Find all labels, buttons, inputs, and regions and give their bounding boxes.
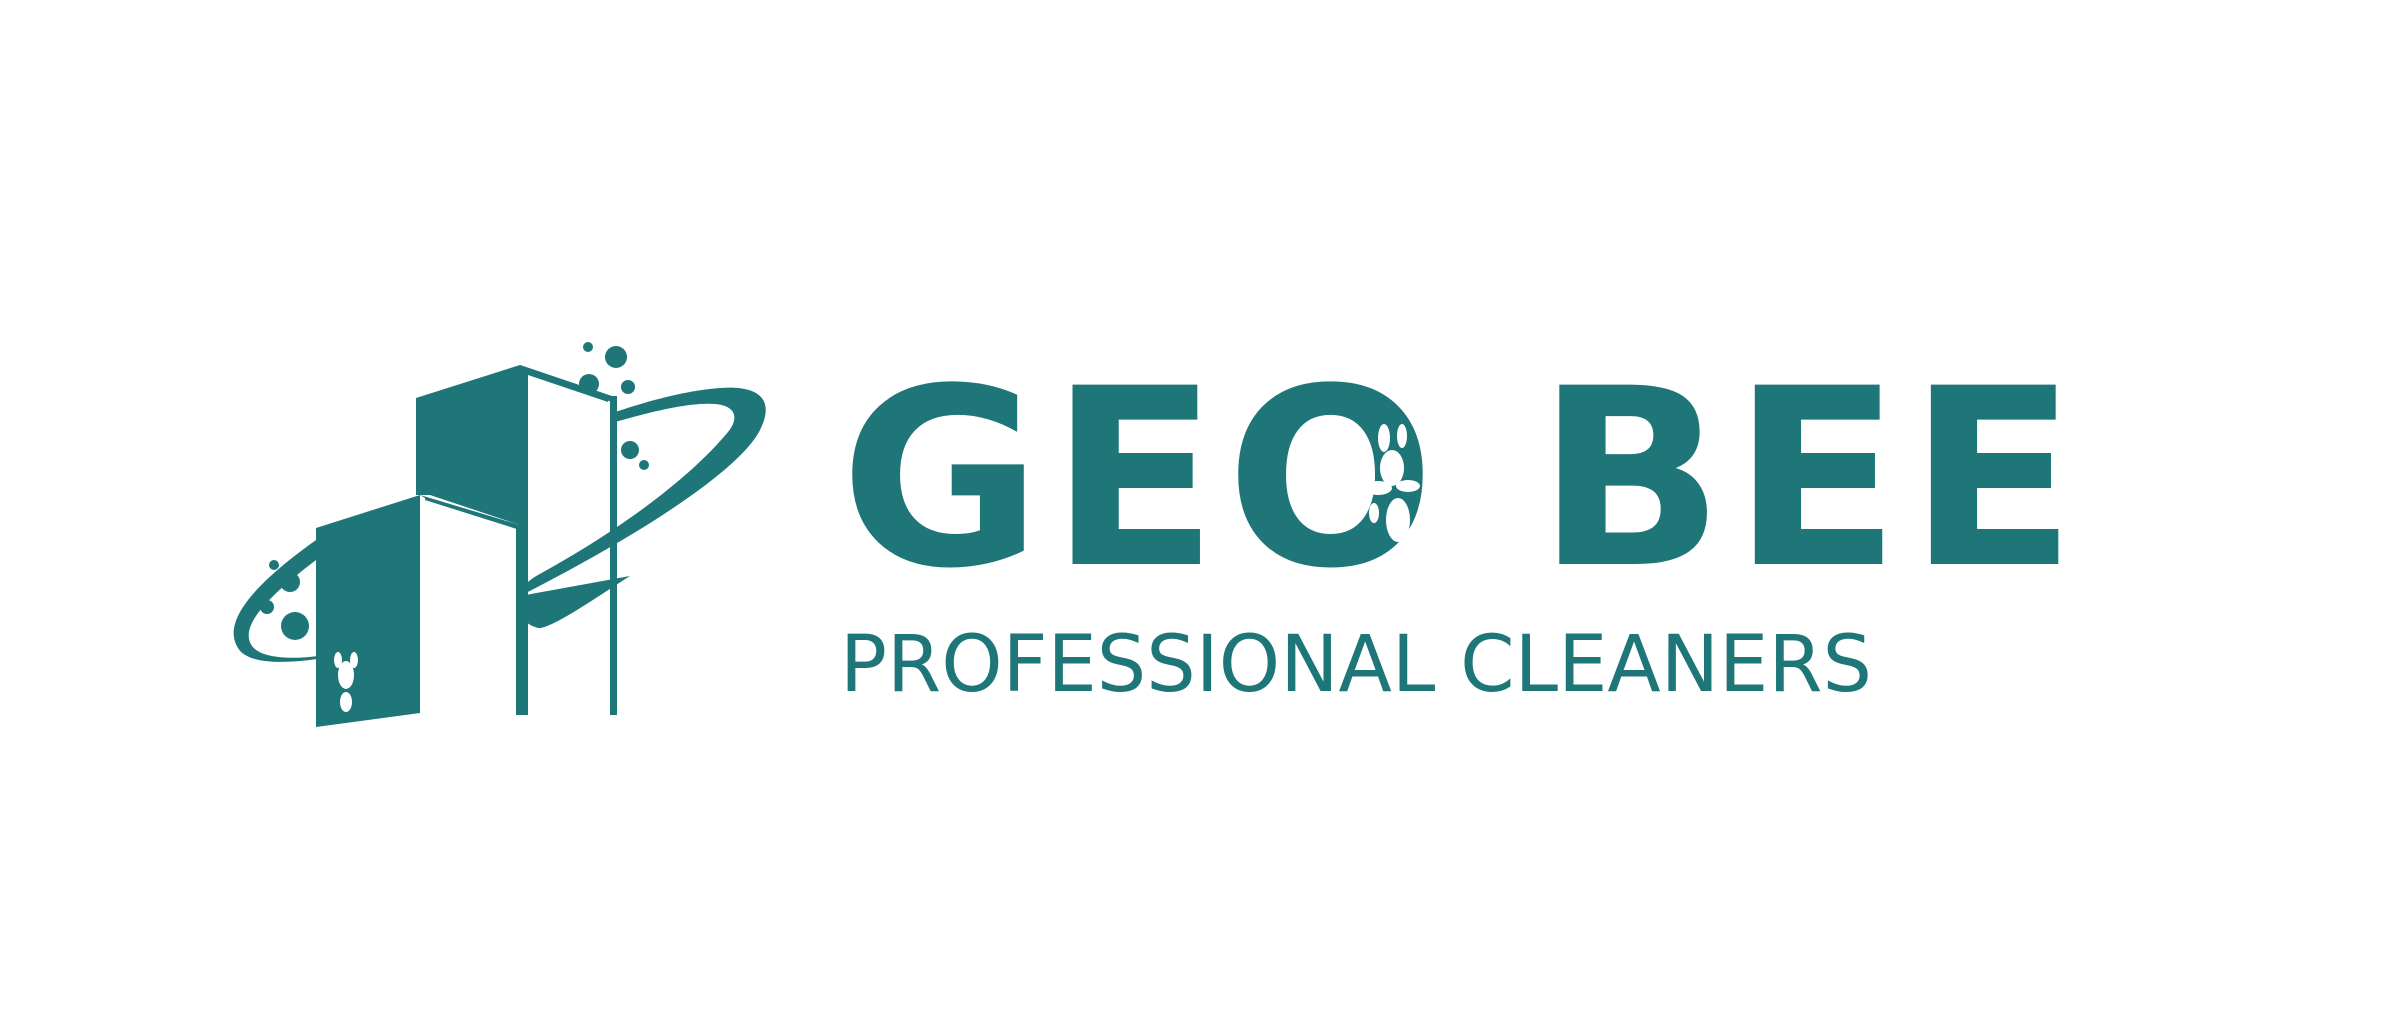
wordmark: GEO BEE PROFESSIONAL CLEANERS	[840, 337, 2290, 720]
swoosh-icon	[233, 387, 766, 662]
bubble-icon	[639, 460, 649, 470]
small-bee-icon	[334, 652, 358, 712]
bubble-icon	[583, 342, 593, 352]
bubble-icon	[281, 612, 309, 640]
bubble-icon	[605, 346, 627, 368]
bee-icon	[1364, 424, 1420, 542]
bubble-icon	[621, 380, 635, 394]
brand-name: GEO BEE	[840, 337, 2085, 623]
bubble-icon	[579, 374, 599, 394]
left-building-icon	[316, 495, 420, 727]
building-emblem-icon	[233, 342, 766, 727]
middle-building-icon	[416, 365, 520, 525]
bubble-icon	[269, 560, 279, 570]
bubble-icon	[621, 441, 639, 459]
tagline: PROFESSIONAL CLEANERS	[840, 620, 1873, 710]
